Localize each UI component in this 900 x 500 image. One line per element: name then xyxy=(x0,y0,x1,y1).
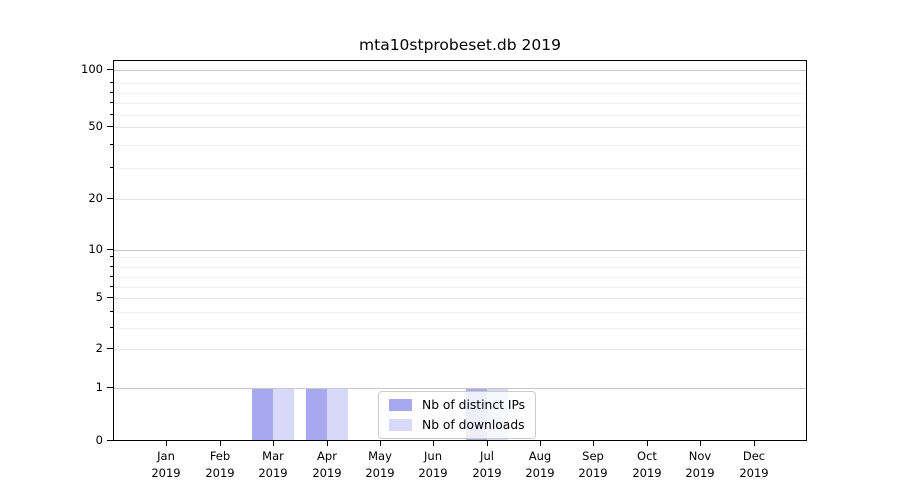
gridline-y-9 xyxy=(114,257,806,258)
y-minortick-7 xyxy=(110,276,113,277)
legend-label-distinct-ips: Nb of distinct IPs xyxy=(422,398,526,412)
bar-nb-of-downloads-apr-2019 xyxy=(327,389,348,440)
chart-title: mta10stprobeset.db 2019 xyxy=(359,36,561,54)
gridline-y-3 xyxy=(114,328,806,329)
y-tick-label-50: 50 xyxy=(88,119,103,133)
gridline-y-6 xyxy=(114,287,806,288)
x-tick-label-9: Oct 2019 xyxy=(632,449,662,480)
x-tick-10 xyxy=(700,441,701,446)
x-tick-label-5: Jun 2019 xyxy=(418,449,448,480)
x-tick-label-8: Sep 2019 xyxy=(578,449,608,480)
legend-label-downloads: Nb of downloads xyxy=(422,418,525,432)
y-minortick-3 xyxy=(110,327,113,328)
bar-nb-of-distinct-ips-apr-2019 xyxy=(306,389,327,440)
gridline-y-10 xyxy=(114,250,806,251)
gridline-y-90 xyxy=(114,83,806,84)
x-tick-4 xyxy=(380,441,381,446)
y-tick-label-100: 100 xyxy=(81,62,103,76)
y-tick-0 xyxy=(107,440,113,441)
y-tick-label-2: 2 xyxy=(95,341,103,355)
gridline-y-4 xyxy=(114,312,806,313)
x-tick-label-4: May 2019 xyxy=(365,449,395,480)
y-minortick-80 xyxy=(110,92,113,93)
x-tick-7 xyxy=(540,441,541,446)
y-minortick-30 xyxy=(110,167,113,168)
x-tick-0 xyxy=(166,441,167,446)
legend-entry-distinct-ips: Nb of distinct IPs xyxy=(389,398,525,412)
gridline-y-40 xyxy=(114,145,806,146)
gridline-y-2 xyxy=(114,349,806,350)
y-tick-1 xyxy=(107,387,113,388)
legend-swatch-downloads xyxy=(389,419,412,431)
x-tick-11 xyxy=(754,441,755,446)
y-tick-label-1: 1 xyxy=(95,380,103,394)
x-tick-5 xyxy=(433,441,434,446)
x-tick-label-7: Aug 2019 xyxy=(525,449,555,480)
x-tick-label-10: Nov 2019 xyxy=(685,449,715,480)
x-tick-label-0: Jan 2019 xyxy=(151,449,181,480)
y-tick-label-5: 5 xyxy=(95,290,103,304)
gridline-y-8 xyxy=(114,267,806,268)
x-tick-label-2: Mar 2019 xyxy=(258,449,288,480)
legend-entry-downloads: Nb of downloads xyxy=(389,418,525,432)
y-minortick-90 xyxy=(110,82,113,83)
gridline-y-100 xyxy=(114,70,806,71)
y-tick-20 xyxy=(107,198,113,199)
y-tick-10 xyxy=(107,249,113,250)
gridline-y-20 xyxy=(114,199,806,200)
gridline-y-70 xyxy=(114,103,806,104)
x-tick-label-3: Apr 2019 xyxy=(312,449,342,480)
x-tick-9 xyxy=(647,441,648,446)
x-tick-1 xyxy=(220,441,221,446)
gridline-y-60 xyxy=(114,115,806,116)
legend: Nb of distinct IPs Nb of downloads xyxy=(378,391,537,439)
gridline-y-1 xyxy=(114,388,806,389)
x-tick-6 xyxy=(487,441,488,446)
y-minortick-4 xyxy=(110,311,113,312)
x-tick-3 xyxy=(327,441,328,446)
bar-nb-of-distinct-ips-mar-2019 xyxy=(252,389,273,440)
legend-swatch-distinct-ips xyxy=(389,399,412,411)
x-tick-label-11: Dec 2019 xyxy=(739,449,769,480)
gridline-y-7 xyxy=(114,277,806,278)
y-tick-label-0: 0 xyxy=(95,433,103,447)
y-tick-2 xyxy=(107,348,113,349)
y-minortick-9 xyxy=(110,256,113,257)
x-tick-label-1: Feb 2019 xyxy=(205,449,235,480)
x-tick-2 xyxy=(273,441,274,446)
y-minortick-8 xyxy=(110,266,113,267)
gridline-y-5 xyxy=(114,298,806,299)
y-tick-50 xyxy=(107,126,113,127)
x-tick-label-6: Jul 2019 xyxy=(472,449,502,480)
plot-area xyxy=(113,60,807,441)
x-tick-8 xyxy=(593,441,594,446)
gridline-y-80 xyxy=(114,93,806,94)
y-tick-label-20: 20 xyxy=(88,191,103,205)
y-minortick-70 xyxy=(110,102,113,103)
y-minortick-40 xyxy=(110,144,113,145)
bar-nb-of-downloads-mar-2019 xyxy=(273,389,294,440)
gridline-y-30 xyxy=(114,168,806,169)
y-tick-5 xyxy=(107,297,113,298)
y-tick-label-10: 10 xyxy=(88,242,103,256)
y-tick-100 xyxy=(107,69,113,70)
y-minortick-6 xyxy=(110,286,113,287)
gridline-y-50 xyxy=(114,127,806,128)
y-minortick-60 xyxy=(110,114,113,115)
